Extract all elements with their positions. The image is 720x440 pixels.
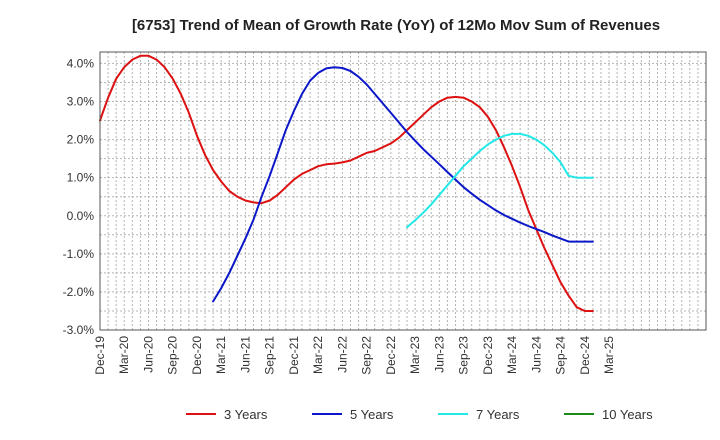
x-tick-label: Mar-21 (214, 336, 228, 374)
series-line-3-years (99, 54, 594, 312)
legend-label: 7 Years (476, 407, 520, 422)
x-tick-label: Jun-20 (141, 336, 155, 373)
y-tick-label: -3.0% (63, 323, 95, 337)
legend-label: 3 Years (224, 407, 268, 422)
y-tick-label: 2.0% (67, 133, 95, 147)
x-tick-label: Jun-23 (432, 336, 446, 373)
x-tick-label: Dec-21 (287, 336, 301, 375)
x-tick-label: Dec-24 (578, 336, 592, 375)
x-tick-label: Mar-24 (505, 336, 519, 374)
x-tick-label: Sep-24 (554, 336, 568, 375)
grid-lines (100, 52, 706, 330)
y-tick-label: 0.0% (67, 209, 95, 223)
x-tick-label: Sep-22 (360, 336, 374, 375)
x-tick-label: Jun-22 (335, 336, 349, 373)
plot-area-frame (99, 51, 707, 331)
legend-label: 10 Years (602, 407, 653, 422)
y-tick-label: -1.0% (63, 247, 95, 261)
x-tick-label: Sep-20 (166, 336, 180, 375)
series-line-5-years (212, 66, 594, 303)
y-tick-label: 1.0% (67, 171, 95, 185)
x-axis-ticks: Dec-19 Mar-20 Jun-20 Sep-20 Dec-20 Mar-21 Jun-… (93, 336, 616, 375)
y-axis-ticks: -3.0% -2.0% -1.0% 0.0% 1.0% 2.0% 3.0% 4.0% (63, 56, 95, 337)
x-tick-label: Mar-20 (117, 336, 131, 374)
legend-label: 5 Years (350, 407, 394, 422)
y-tick-label: 3.0% (67, 95, 95, 109)
y-tick-label: -2.0% (63, 285, 95, 299)
x-tick-label: Sep-23 (457, 336, 471, 375)
y-tick-label: 4.0% (67, 56, 95, 70)
series-lines (99, 54, 594, 312)
x-tick-label: Dec-19 (93, 336, 107, 375)
x-tick-label: Mar-23 (408, 336, 422, 374)
x-tick-label: Jun-24 (529, 336, 543, 373)
legend: 3 Years 5 Years 7 Years 10 Years (186, 407, 653, 422)
x-tick-label: Dec-23 (481, 336, 495, 375)
x-tick-label: Mar-25 (602, 336, 616, 374)
chart-title: [6753] Trend of Mean of Growth Rate (YoY… (132, 17, 660, 34)
x-tick-label: Mar-22 (311, 336, 325, 374)
x-tick-label: Jun-21 (238, 336, 252, 373)
series-line-7-years (406, 132, 594, 229)
x-tick-label: Dec-20 (190, 336, 204, 375)
x-tick-label: Sep-21 (263, 336, 277, 375)
x-tick-label: Dec-22 (384, 336, 398, 375)
